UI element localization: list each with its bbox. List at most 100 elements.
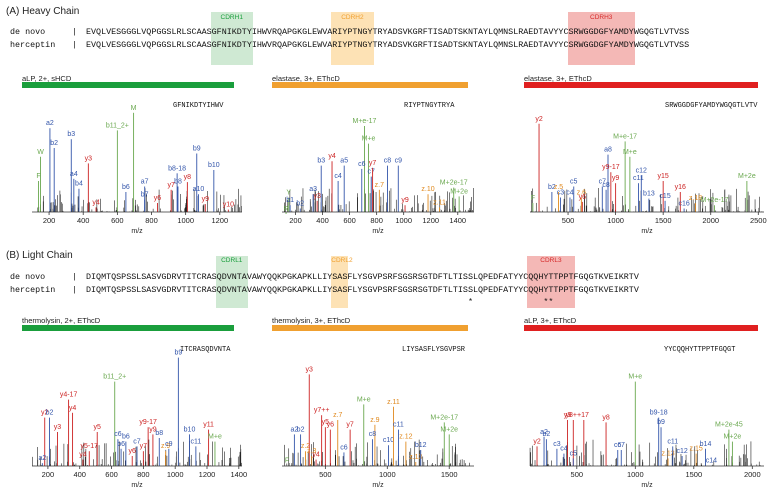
x-tick-label: 2000 bbox=[744, 470, 761, 479]
light-herceptin-label: herceptin bbox=[10, 285, 56, 295]
peak-label-c8: c8 bbox=[369, 431, 377, 438]
noise-peaks bbox=[529, 439, 761, 466]
peak-label-y7: y7 bbox=[167, 182, 175, 189]
peak-label-c7: c7 bbox=[368, 169, 376, 176]
peak-label--17: -17 bbox=[579, 412, 589, 419]
peak-label-c3: c3 bbox=[553, 441, 561, 448]
x-tick-label: 1000 bbox=[167, 470, 184, 479]
x-tick-label: 1000 bbox=[379, 470, 396, 479]
peak-label-y4: y4 bbox=[79, 452, 87, 459]
peak-label-z.9: z.9 bbox=[161, 443, 170, 450]
x-tick-label: 200 bbox=[289, 216, 302, 225]
peak-label-M+e: M+e bbox=[208, 434, 222, 441]
peak-label-c7: c7 bbox=[133, 438, 141, 445]
x-tick-label: 1400 bbox=[449, 216, 466, 225]
x-tick-label: 600 bbox=[343, 216, 356, 225]
peak-label-y6: y6 bbox=[579, 194, 587, 201]
panel-2-peptide: RIYPTNGYTRYA bbox=[404, 102, 455, 110]
panel-5-title: thermolysin, 3+, EThcD bbox=[272, 316, 351, 325]
x-tick-label: 800 bbox=[145, 216, 158, 225]
peak-label-y4: y4 bbox=[69, 405, 77, 412]
peak-label-y7++: y7++ bbox=[314, 407, 330, 414]
light-chain-title: (B) Light Chain bbox=[6, 250, 73, 261]
x-tick-label: 2500 bbox=[750, 216, 767, 225]
panel-6-title: aLP, 3+, EThcD bbox=[524, 316, 577, 325]
light-cdr-1-label: CDRL1 bbox=[221, 257, 243, 264]
peak-label-b6: b6 bbox=[117, 441, 125, 448]
peak-label-y7: y7 bbox=[140, 443, 148, 450]
peak-label-a10: a10 bbox=[193, 186, 205, 193]
x-tick-label: 1500 bbox=[441, 470, 458, 479]
peak-label-M: M bbox=[131, 105, 137, 112]
peak-label-M+e-17: M+e-17 bbox=[613, 133, 637, 140]
panel-3-title: elastase, 3+, EThcD bbox=[524, 74, 592, 83]
peak-label-M+2e: M+2e bbox=[440, 426, 458, 433]
peak-label-c11: c11 bbox=[393, 422, 404, 429]
peak-label-c6: c6 bbox=[114, 431, 122, 438]
peak-label-a2: a2 bbox=[290, 426, 298, 433]
peak-label-a3: a3 bbox=[309, 186, 317, 193]
peak-label-y7: y7 bbox=[346, 422, 354, 429]
panel-6-bar bbox=[524, 325, 758, 331]
peak-label-c5: c5 bbox=[570, 450, 578, 457]
x-axis-label: m/z bbox=[372, 482, 384, 489]
heavy-cdr-3-label: CDRH3 bbox=[590, 14, 613, 21]
peak-label-b3: b3 bbox=[317, 158, 325, 165]
peak-label-y5: y5 bbox=[94, 424, 102, 431]
peak-label-y4: y4 bbox=[312, 452, 320, 459]
x-tick-label: 500 bbox=[571, 470, 584, 479]
peak-label-b9: b9 bbox=[657, 419, 665, 426]
peak-label-y7: y7 bbox=[369, 160, 377, 167]
peak-label-b11_2+: b11_2+ bbox=[106, 122, 129, 129]
peak-label-M+e: M+e bbox=[628, 374, 642, 381]
peak-label-b2: b2 bbox=[50, 140, 58, 147]
peak-label-b10: b10 bbox=[184, 426, 196, 433]
peak-label-c7: c7 bbox=[618, 442, 626, 449]
peak-label-b2: b2 bbox=[548, 184, 556, 191]
peak-label-z.13: z.13 bbox=[661, 450, 674, 457]
peak-label-y6: y6 bbox=[327, 422, 335, 429]
peak-label-b6: b6 bbox=[122, 434, 130, 441]
peak-label-y3: y3 bbox=[564, 412, 572, 419]
peak-label-a2: a2 bbox=[46, 120, 54, 127]
peak-label-y16: y16 bbox=[675, 184, 686, 191]
peak-label-z.5: z.5 bbox=[554, 184, 563, 191]
peak-label-c7: c7 bbox=[599, 179, 607, 186]
panel-3-bar bbox=[524, 82, 758, 88]
peak-label-z.11: z.11 bbox=[433, 199, 446, 206]
peak-label-y8: y8 bbox=[602, 414, 610, 421]
peak-label-b7: b7 bbox=[141, 192, 149, 199]
peak-label-F: F bbox=[36, 173, 40, 180]
peak-label-z.15: z.15 bbox=[690, 446, 703, 453]
peak-label-M+2e-45: M+2e-45 bbox=[715, 422, 743, 429]
heavy-cdr-3-highlight bbox=[567, 12, 635, 65]
peak-label-c4: c4 bbox=[560, 446, 568, 453]
x-tick-label: 1500 bbox=[685, 470, 702, 479]
peak-label-z.7: z.7 bbox=[333, 412, 342, 419]
x-tick-label: 200 bbox=[43, 216, 56, 225]
heavy-cdr-1-highlight bbox=[210, 12, 253, 65]
panel-6-peptide: YYCQQHYTTPPTFGQGT bbox=[664, 346, 736, 354]
peak-label-M+e: M+e bbox=[362, 136, 376, 143]
light-cdr-2-highlight bbox=[331, 256, 349, 308]
peak-label-y2: y2 bbox=[41, 410, 49, 417]
peak-label-z.18: z.18 bbox=[689, 195, 702, 202]
peak-label-R: R bbox=[284, 206, 289, 213]
light-mismatch-mark: ** bbox=[543, 297, 554, 307]
heavy-cdr-2-label: CDRH2 bbox=[341, 14, 364, 21]
peak-label-y4-17: y4-17 bbox=[60, 392, 78, 399]
x-tick-label: 500 bbox=[562, 216, 575, 225]
peak-label-b2: b2 bbox=[542, 431, 550, 438]
x-tick-label: 1200 bbox=[199, 470, 216, 479]
peak-label-y4: y4 bbox=[92, 199, 100, 206]
peak-label-b6: b6 bbox=[122, 184, 130, 191]
peak-label-y3: y3 bbox=[85, 155, 93, 162]
x-tick-label: 500 bbox=[319, 470, 332, 479]
peak-label-y8: y8 bbox=[184, 174, 192, 181]
peak-label-b1: b1 bbox=[286, 197, 294, 204]
peak-label-b8: b8 bbox=[155, 430, 163, 437]
peak-label-b8-18: b8-18 bbox=[168, 165, 186, 172]
peak-label-c8: c8 bbox=[602, 182, 610, 189]
peak-label-z.13: z.13 bbox=[409, 454, 422, 461]
